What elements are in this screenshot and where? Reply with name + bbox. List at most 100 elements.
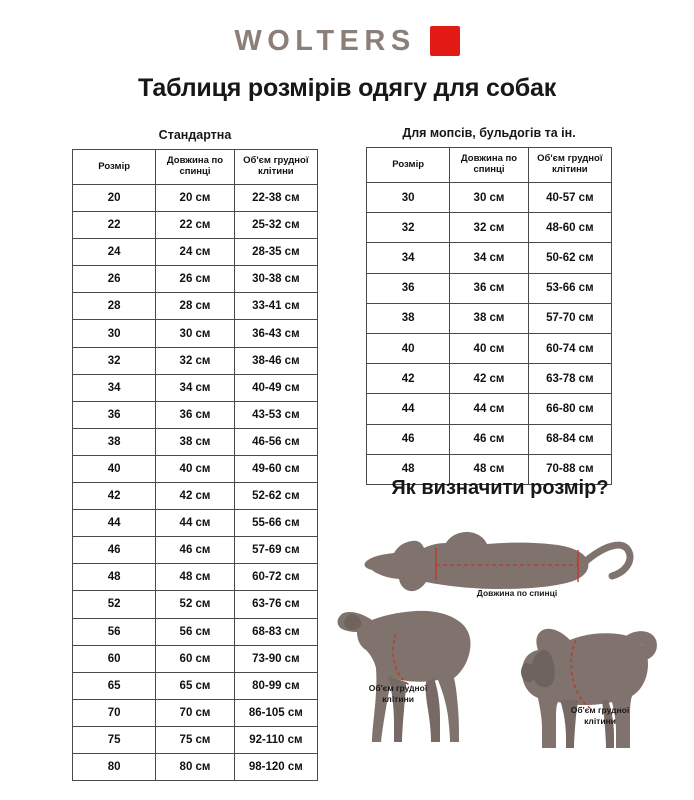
column-header-chest-girth: Об'єм грудної клітини	[233, 149, 319, 185]
dog-top-view-illustration	[360, 512, 650, 612]
cell-back-length: 38 см	[449, 302, 529, 334]
cell-back-length: 22 см	[155, 211, 235, 240]
table-row: 32 32 см 38-46 см	[71, 346, 319, 375]
cell-chest-girth: 68-83 см	[233, 617, 319, 646]
cell-size: 38	[365, 302, 451, 334]
cell-size: 48	[71, 563, 157, 592]
cell-chest-girth: 43-53 см	[233, 400, 319, 429]
cell-back-length: 65 см	[155, 671, 235, 700]
table-row: 56 56 см 68-83 см	[71, 617, 319, 646]
cell-back-length: 20 см	[155, 183, 235, 213]
cell-size: 40	[71, 454, 157, 484]
pug-ear	[531, 649, 555, 688]
table-row: 28 28 см 33-41 см	[71, 292, 319, 321]
table-row: 80 80 см 98-120 см	[71, 752, 319, 782]
cell-size: 80	[71, 752, 157, 782]
cell-back-length: 32 см	[155, 346, 235, 375]
cell-size: 20	[71, 183, 157, 213]
cell-chest-girth: 48-60 см	[527, 212, 613, 244]
cell-chest-girth: 57-69 см	[233, 536, 319, 565]
cell-size: 65	[71, 671, 157, 700]
chest-girth-caption-side: Об'єм грудної клітини	[368, 683, 428, 704]
cell-size: 34	[71, 373, 157, 402]
table-row: 65 65 см 80-99 см	[71, 671, 319, 700]
table-header-row: Розмір Довжина по спинці Об'єм грудної к…	[365, 147, 613, 183]
cell-back-length: 48 см	[449, 453, 529, 485]
cell-chest-girth: 50-62 см	[527, 242, 613, 274]
cell-chest-girth: 49-60 см	[233, 454, 319, 484]
dog-front-leg-back	[388, 676, 406, 742]
table-row: 42 42 см 63-78 см	[365, 363, 613, 395]
table-row: 40 40 см 49-60 см	[71, 454, 319, 484]
brand-header: WOLTERS	[0, 26, 694, 56]
cell-chest-girth: 28-35 см	[233, 238, 319, 267]
cell-back-length: 34 см	[449, 242, 529, 274]
pug-hind-leg-back	[602, 700, 614, 748]
cell-size: 75	[71, 725, 157, 754]
brachycephalic-table-caption: Для мопсів, бульдогів та ін.	[402, 126, 576, 140]
table-row: 26 26 см 30-38 см	[71, 265, 319, 294]
table-row: 44 44 см 55-66 см	[71, 509, 319, 538]
cell-size: 26	[71, 265, 157, 294]
pug-silhouette	[522, 628, 648, 748]
cell-back-length: 34 см	[155, 373, 235, 402]
table-row: 36 36 см 53-66 см	[365, 272, 613, 304]
table-row: 48 48 см 70-88 см	[365, 453, 613, 485]
pug-front-leg-back	[560, 700, 578, 748]
cell-chest-girth: 22-38 см	[233, 183, 319, 213]
pug-side-view-illustration	[508, 598, 680, 750]
page-title: Таблиця розмірів одягу для собак	[137, 74, 557, 102]
brachycephalic-table-body: 30 30 см 40-57 см 32 32 см 48-60 см 34 34 см 50-…	[365, 181, 613, 485]
cell-size: 36	[365, 272, 451, 304]
cell-size: 70	[71, 698, 157, 727]
dog-ear	[344, 614, 362, 630]
standard-table-caption: Стандартна	[158, 128, 232, 142]
cell-back-length: 48 см	[155, 563, 235, 592]
dog-side-silhouette	[337, 610, 471, 742]
cell-size: 46	[365, 423, 451, 455]
cell-size: 34	[365, 242, 451, 274]
cell-back-length: 44 см	[155, 509, 235, 538]
brachycephalic-size-table-block: Для мопсів, бульдогів та ін. Розмір Довж…	[365, 126, 613, 485]
table-row: 36 36 см 43-53 см	[71, 400, 319, 429]
cell-size: 22	[71, 211, 157, 240]
cell-chest-girth: 68-84 см	[527, 423, 613, 455]
table-row: 60 60 см 73-90 см	[71, 644, 319, 673]
table-row: 44 44 см 66-80 см	[365, 393, 613, 425]
cell-size: 60	[71, 644, 157, 673]
cell-back-length: 75 см	[155, 725, 235, 754]
howto-measure-title: Як визначити розмір?	[391, 477, 609, 499]
cell-chest-girth: 60-74 см	[527, 332, 613, 365]
cell-size: 56	[71, 617, 157, 646]
brachycephalic-size-table: Розмір Довжина по спинці Об'єм грудної к…	[365, 147, 613, 485]
cell-size: 30	[71, 319, 157, 348]
table-row: 70 70 см 86-105 см	[71, 698, 319, 727]
cell-chest-girth: 70-88 см	[527, 453, 613, 485]
table-header-row: Розмір Довжина по спинці Об'єм грудної к…	[71, 149, 319, 185]
cell-size: 42	[365, 363, 451, 395]
cell-chest-girth: 25-32 см	[233, 211, 319, 240]
chest-girth-caption-pug: Об'єм грудної клітини	[570, 705, 630, 726]
cell-back-length: 70 см	[155, 698, 235, 727]
cell-chest-girth: 46-56 см	[233, 427, 319, 456]
column-header-chest-girth: Об'єм грудної клітини	[527, 147, 613, 183]
cell-back-length: 52 см	[155, 590, 235, 619]
cell-back-length: 24 см	[155, 238, 235, 267]
cell-back-length: 36 см	[155, 400, 235, 429]
cell-size: 48	[365, 453, 451, 485]
cell-back-length: 40 см	[449, 332, 529, 365]
cell-size: 30	[365, 181, 451, 214]
cell-size: 36	[71, 400, 157, 429]
chest-girth-measure-line	[570, 639, 591, 709]
cell-chest-girth: 60-72 см	[233, 563, 319, 592]
cell-chest-girth: 63-78 см	[527, 363, 613, 395]
cell-size: 42	[71, 482, 157, 511]
table-row: 30 30 см 40-57 см	[365, 181, 613, 214]
cell-chest-girth: 98-120 см	[233, 752, 319, 782]
table-row: 22 22 см 25-32 см	[71, 211, 319, 240]
table-row: 40 40 см 60-74 см	[365, 332, 613, 365]
cell-back-length: 30 см	[449, 181, 529, 214]
cell-chest-girth: 40-57 см	[527, 181, 613, 214]
table-row: 38 38 см 46-56 см	[71, 427, 319, 456]
table-row: 42 42 см 52-62 см	[71, 482, 319, 511]
